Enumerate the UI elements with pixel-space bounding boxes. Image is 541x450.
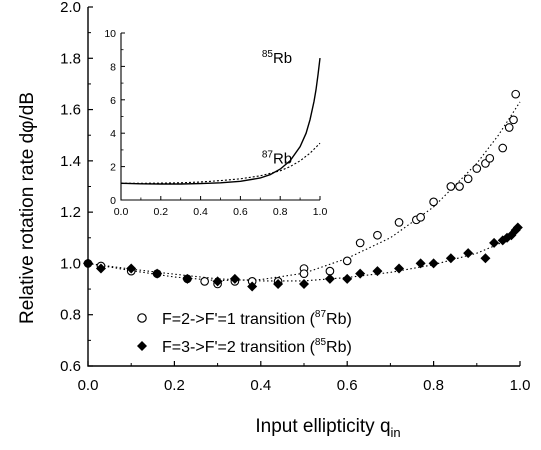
fit-curve-1 [87,101,521,282]
data-point-87rb [394,218,404,227]
inset-label-85rb-text: Rb [273,50,292,67]
data-point-85rb [324,273,335,284]
fit-curve-2 [87,229,521,282]
data-point-85rb [480,253,491,264]
legend-label-85rb-text: F=3->F'=2 transition ( [162,339,316,356]
data-point-87rb [325,266,335,276]
inset-curves [120,58,321,185]
data-point-85rb [126,263,137,274]
data-point-87rb [416,212,425,222]
legend-label-87rb-text: F=2->F'=1 transition ( [162,311,316,328]
main-data-points [83,89,523,292]
legend-label-87rb: F=2->F'=1 transition (87Rb) [162,309,352,328]
y-tick-label: 1.0 [60,255,81,272]
inset-x-tick-label: 0.0 [114,206,129,218]
x-axis-title: Input ellipticity qin [255,416,400,440]
x-tick-label: 0.8 [423,377,444,394]
inset-label-85rb-sup: 85 [262,49,274,60]
inset-y-tick-label: 6 [110,95,116,107]
data-point-85rb [512,222,523,233]
x-tick-label: 0.2 [164,377,185,394]
data-point-87rb [485,153,495,163]
inset-y-tick-label: 2 [110,162,116,174]
inset-x-tick-label: 0.6 [233,206,248,218]
data-point-87rb [373,230,382,240]
legend-label-87rb-sup: 87 [315,309,327,320]
inset-y-tick-label: 10 [104,28,116,40]
inset-x-tick-label: 0.2 [153,206,168,218]
main-axis-ticks: 0.6 0.8 1.0 1.2 1.4 1.6 1.8 2.0 0.0 0.2 0.4 0.6 0.8 1… [60,0,530,394]
x-tick-label: 1.0 [510,377,531,394]
data-point-85rb [394,263,405,274]
data-point-87rb [455,182,464,191]
data-point-85rb [415,258,426,269]
inset-y-tick-label: 4 [110,128,116,140]
data-point-85rb [355,268,366,279]
data-point-87rb [342,256,352,266]
data-point-87rb [504,123,514,132]
data-point-87rb [511,89,521,99]
y-tick-label: 1.8 [60,50,81,67]
data-point-85rb [152,268,163,279]
y-tick-label: 1.4 [60,153,81,170]
legend-label-85rb-rb: Rb) [326,339,352,356]
data-point-87rb [200,277,209,286]
inset-curve-85rb [120,58,321,185]
inset-label-87rb-text: Rb [273,150,292,167]
data-point-85rb [372,266,383,277]
y-tick-label: 0.6 [60,358,81,375]
inset-label-87rb-sup: 87 [262,149,274,160]
legend-marker-filled-diamond [137,341,147,351]
data-point-85rb [247,281,258,292]
legend-label-87rb-rb: Rb) [326,311,352,328]
x-axis-title-main: Input ellipticity q [255,416,390,437]
data-point-87rb [498,143,508,153]
data-point-87rb [299,269,309,279]
data-point-85rb [182,273,193,284]
x-tick-label: 0.6 [337,377,358,394]
data-point-85rb [299,278,309,289]
y-tick-label: 0.8 [60,307,81,324]
data-point-85rb [229,273,240,284]
data-point-85rb [463,248,474,259]
legend-label-85rb: F=3->F'=2 transition (85Rb) [162,337,352,356]
legend: F=2->F'=1 transition (87Rb) F=3->F'=2 tr… [137,309,352,356]
y-tick-label: 1.2 [60,204,81,221]
y-tick-label: 1.6 [60,102,81,119]
inset-y-tick-label: 0 [110,195,116,207]
data-point-87rb [429,197,438,207]
data-point-85rb [273,278,284,289]
data-point-85rb [212,276,223,287]
y-axis-title: Relative rotation rate dφ/dB [17,92,38,324]
x-tick-label: 0.4 [250,377,271,394]
data-point-87rb [446,182,456,191]
data-point-85rb [95,263,106,274]
inset-x-tick-label: 0.4 [193,206,208,218]
legend-label-85rb-sup: 85 [315,337,327,348]
inset-x-tick-label: 0.8 [273,206,288,218]
inset-x-tick-label: 1.0 [313,206,328,218]
data-point-85rb [445,253,456,264]
data-point-87rb [463,174,473,184]
y-tick-label: 2.0 [60,0,81,16]
x-axis-title-subscript: in [391,425,401,440]
inset-label-87rb: 87Rb [262,149,292,167]
inset-y-tick-label: 8 [110,61,116,73]
data-point-85rb [342,273,353,284]
main-fit-curves [87,101,521,282]
data-point-87rb [355,238,365,248]
inset-axis-ticks: 0 2 4 6 8 10 0.0 0.2 0.4 0.6 0.8 1.0 [104,28,327,218]
data-point-87rb [509,115,518,125]
data-point-85rb [428,258,439,269]
x-tick-label: 0.0 [78,377,99,394]
data-point-85rb [489,237,500,248]
legend-marker-open-circle [137,313,147,323]
inset-label-85rb: 85Rb [262,49,292,67]
data-point-87rb [472,164,482,173]
